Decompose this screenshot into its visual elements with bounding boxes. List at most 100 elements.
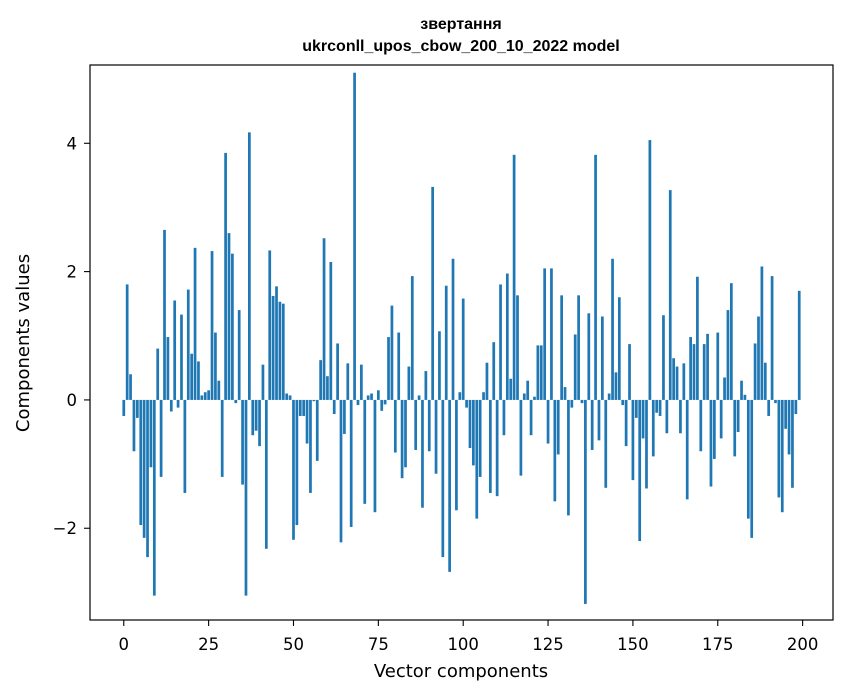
bar-component-160 [665,399,669,434]
bar-component-2 [129,374,132,400]
bar-component-11 [159,399,163,477]
bar-component-25 [207,390,210,400]
bar-component-66 [346,363,350,400]
x-tick-label: 125 [532,635,564,654]
x-axis-label: Vector components [374,661,548,682]
bar-series [122,72,801,604]
bar-component-69 [356,399,360,406]
bar-component-4 [135,399,139,418]
bar-component-75 [376,390,380,400]
bar-component-146 [617,297,621,400]
bar-component-152 [638,399,642,542]
bar-component-67 [349,399,353,527]
bar-component-156 [651,399,655,457]
bar-component-32 [231,253,234,400]
y-tick-label: 2 [67,263,78,282]
bar-component-123 [539,345,543,400]
x-tick-label: 200 [787,635,819,654]
bar-component-119 [526,380,530,400]
bar-component-168 [692,344,696,400]
bar-component-83 [404,399,407,468]
bar-component-82 [400,399,404,479]
bar-component-52 [298,399,302,416]
bar-component-173 [709,399,713,487]
bar-component-47 [281,303,285,400]
bar-component-124 [543,268,547,400]
bar-component-3 [132,399,136,452]
bar-component-102 [468,399,472,449]
bar-component-130 [563,387,567,400]
bar-component-164 [679,399,682,434]
bar-component-132 [570,399,574,408]
bar-component-18 [183,399,187,493]
bar-component-105 [478,399,482,477]
bar-component-199 [797,290,801,400]
bar-component-88 [421,399,424,508]
bar-component-175 [716,332,720,400]
bar-component-65 [343,399,346,434]
bar-component-36 [244,399,248,596]
x-tick-label: 50 [283,635,304,654]
bar-component-101 [465,399,468,408]
bar-component-56 [312,399,316,402]
bar-component-10 [156,348,160,400]
bar-component-23 [200,395,204,400]
bar-component-15 [173,300,177,400]
bar-component-16 [176,399,180,408]
bar-component-143 [607,393,611,400]
bar-component-112 [502,399,506,436]
bar-component-28 [217,380,221,400]
bar-component-180 [733,399,737,457]
plot-area-frame [89,64,834,621]
bar-component-22 [197,361,200,400]
bar-component-171 [702,344,706,400]
bar-component-186 [753,343,757,400]
bar-component-139 [594,154,597,400]
bar-component-94 [441,399,445,558]
y-tick-label: 0 [67,391,78,410]
y-axis-ticks: −2 0 2 4 [53,134,90,538]
y-axis-label: Components values [13,254,34,432]
bar-component-70 [360,364,363,400]
bar-component-149 [628,344,631,400]
chart-title-line1: звертання [420,16,501,33]
bar-component-39 [254,399,258,431]
bar-component-158 [658,399,662,416]
bar-component-183 [743,394,747,400]
bar-component-106 [482,392,485,400]
bar-component-12 [163,229,166,400]
bar-component-0 [122,399,126,416]
bar-component-90 [427,399,431,452]
bar-component-68 [353,72,356,400]
bar-component-159 [662,315,665,400]
bar-component-165 [682,363,686,400]
bar-component-198 [794,399,798,415]
bar-component-190 [767,399,771,416]
bar-component-140 [597,399,601,441]
bar-component-153 [641,399,645,439]
bar-component-122 [536,345,540,400]
y-tick-label: −2 [53,519,77,538]
bar-component-81 [397,332,401,400]
bar-component-71 [363,399,367,504]
bar-component-62 [332,399,336,415]
bar-component-46 [278,301,282,400]
bar-component-135 [580,399,584,404]
bar-component-84 [407,366,411,400]
bar-component-113 [505,273,509,400]
bar-component-72 [366,395,370,400]
bar-component-110 [495,399,499,497]
bar-component-42 [264,399,268,549]
bar-component-109 [492,342,496,400]
bar-component-35 [241,399,244,485]
bar-component-114 [509,378,513,400]
bar-component-116 [516,295,519,400]
bar-component-64 [339,399,343,543]
bar-component-176 [719,399,723,439]
bar-component-195 [784,399,788,429]
bar-component-138 [590,399,594,450]
bar-component-115 [512,154,516,400]
bar-component-169 [696,276,699,400]
bar-component-117 [519,399,523,476]
bar-component-131 [567,399,570,516]
